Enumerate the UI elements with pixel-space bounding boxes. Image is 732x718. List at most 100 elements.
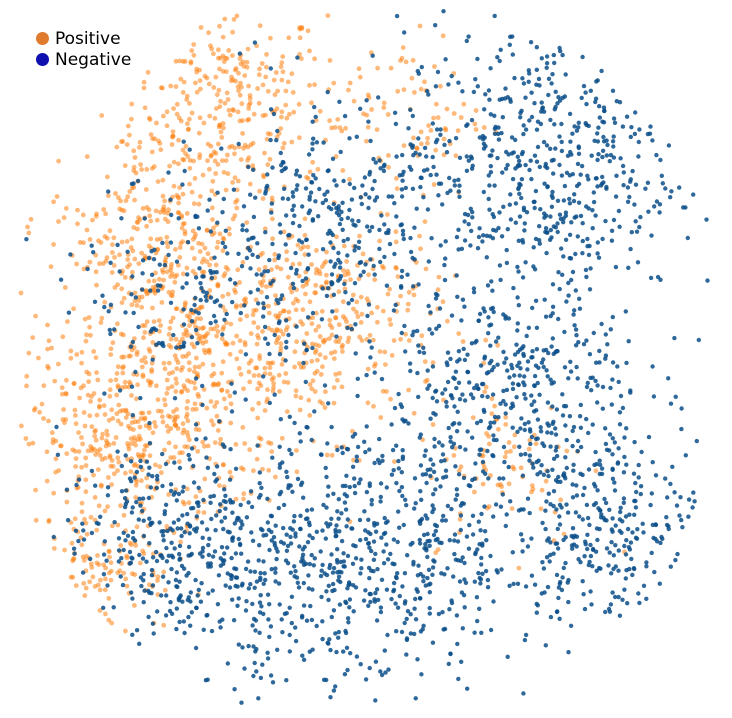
negative-point xyxy=(267,400,272,406)
negative-point xyxy=(158,553,163,558)
positive-point xyxy=(167,325,173,331)
positive-point xyxy=(428,127,434,133)
negative-point xyxy=(238,310,243,316)
negative-point xyxy=(160,533,166,538)
negative-point xyxy=(442,142,447,148)
negative-point xyxy=(259,485,264,490)
negative-point xyxy=(405,553,410,558)
negative-point xyxy=(375,567,380,572)
positive-point xyxy=(458,464,464,470)
positive-point xyxy=(255,86,260,91)
positive-point xyxy=(244,220,250,226)
negative-point xyxy=(250,538,256,543)
positive-point xyxy=(64,377,69,383)
positive-point xyxy=(210,362,216,368)
negative-point xyxy=(482,409,487,414)
negative-point xyxy=(377,227,382,233)
negative-point xyxy=(576,145,581,151)
negative-point xyxy=(351,222,356,227)
positive-point xyxy=(185,399,191,404)
negative-point xyxy=(373,529,379,534)
negative-point xyxy=(432,444,437,449)
negative-point xyxy=(140,271,145,276)
negative-point xyxy=(491,514,496,519)
negative-point xyxy=(104,558,109,563)
positive-point xyxy=(232,213,238,219)
negative-point xyxy=(147,465,152,470)
negative-point xyxy=(378,481,384,486)
negative-point xyxy=(473,77,478,82)
positive-point xyxy=(208,143,214,149)
negative-point xyxy=(208,564,213,569)
negative-point xyxy=(589,388,594,393)
positive-point xyxy=(51,199,56,205)
positive-point xyxy=(294,339,299,345)
negative-point xyxy=(548,614,554,620)
negative-point xyxy=(324,589,329,594)
negative-point xyxy=(209,516,214,522)
negative-point xyxy=(457,155,463,160)
negative-point xyxy=(206,591,211,596)
negative-point xyxy=(273,566,278,571)
negative-point xyxy=(138,464,144,470)
positive-point xyxy=(44,449,50,455)
positive-point xyxy=(23,436,29,441)
negative-point xyxy=(441,513,446,519)
negative-point xyxy=(511,285,516,291)
negative-point xyxy=(597,462,603,467)
negative-point xyxy=(368,599,373,605)
positive-point xyxy=(83,489,89,495)
positive-point xyxy=(224,56,230,61)
negative-point xyxy=(363,262,368,267)
positive-point xyxy=(133,482,139,488)
negative-point xyxy=(657,210,662,215)
negative-point xyxy=(486,476,491,481)
positive-point xyxy=(276,335,282,340)
positive-point xyxy=(177,255,183,260)
negative-point xyxy=(390,561,395,566)
negative-point xyxy=(437,540,442,545)
positive-point xyxy=(114,371,120,376)
negative-point xyxy=(510,386,516,392)
positive-point xyxy=(272,92,278,98)
negative-point xyxy=(430,640,436,645)
positive-point xyxy=(411,410,417,416)
negative-point xyxy=(400,228,406,233)
positive-point xyxy=(240,59,246,65)
positive-point xyxy=(172,417,178,423)
positive-point xyxy=(300,321,305,327)
positive-point xyxy=(201,510,207,515)
negative-point xyxy=(400,152,405,158)
negative-point xyxy=(538,425,543,430)
positive-point xyxy=(82,316,88,322)
positive-point xyxy=(365,366,371,372)
positive-point xyxy=(260,113,266,119)
negative-point xyxy=(532,373,538,379)
negative-point xyxy=(224,311,229,317)
negative-point xyxy=(612,480,617,485)
negative-point xyxy=(279,163,284,168)
positive-point xyxy=(225,291,231,297)
negative-point xyxy=(445,566,450,571)
positive-point xyxy=(227,144,233,150)
negative-point xyxy=(556,95,561,100)
negative-point xyxy=(567,111,573,117)
negative-point xyxy=(306,152,312,157)
negative-point xyxy=(358,106,363,112)
negative-point xyxy=(645,180,651,185)
negative-point xyxy=(486,88,492,93)
positive-point xyxy=(173,306,179,312)
negative-point xyxy=(402,419,407,424)
positive-point xyxy=(345,339,351,345)
negative-point xyxy=(593,96,599,101)
negative-point xyxy=(537,83,542,88)
positive-point xyxy=(123,628,128,634)
positive-point xyxy=(215,329,221,334)
negative-point xyxy=(129,510,135,515)
positive-point xyxy=(183,353,189,359)
positive-point xyxy=(294,448,299,453)
positive-point xyxy=(369,107,374,112)
negative-point xyxy=(677,513,682,518)
negative-point xyxy=(127,476,133,481)
negative-point xyxy=(594,461,599,467)
